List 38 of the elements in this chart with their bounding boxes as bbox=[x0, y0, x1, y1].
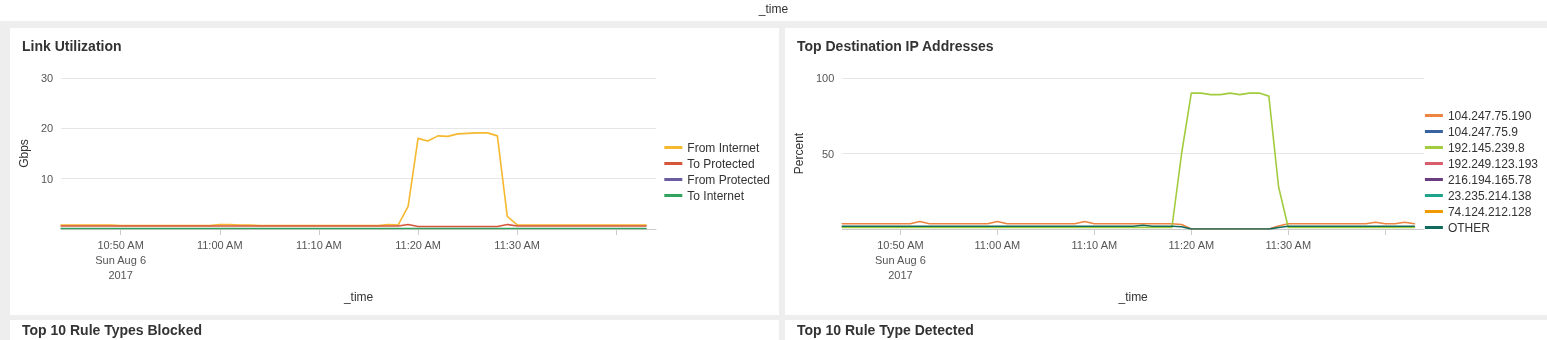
legend-label: From Protected bbox=[687, 172, 771, 187]
line-series bbox=[841, 220, 1416, 230]
legend-label: 192.145.239.8 bbox=[1447, 140, 1525, 155]
x-tick-label: 10:50 AM Sun Aug 6 2017 bbox=[875, 238, 926, 281]
legend-label: From Internet bbox=[687, 140, 760, 155]
legend-label: 104.247.75.9 bbox=[1447, 124, 1519, 139]
y-tick-label: 30 bbox=[40, 72, 54, 84]
y-tick-label: 10 bbox=[40, 172, 54, 185]
legend-label: 23.235.214.138 bbox=[1447, 188, 1532, 203]
y-axis-title: Gbps bbox=[17, 139, 31, 168]
x-tick-label: 11:10 AM bbox=[296, 238, 342, 251]
x-tick-label: 10:50 AM Sun Aug 6 2017 bbox=[95, 238, 147, 281]
x-tick-label: 11:10 AM bbox=[1071, 238, 1118, 251]
text: _time bbox=[757, 2, 790, 16]
chart-title: Top Destination IP Addresses bbox=[797, 38, 994, 54]
legend-label: 192.249.123.193 bbox=[1447, 156, 1539, 171]
x-tick-label: 11:00 AM bbox=[974, 238, 1021, 251]
x-axis-title: _time bbox=[342, 290, 374, 304]
legend-label: To Protected bbox=[687, 156, 755, 171]
x-tick-label: 11:30 AM bbox=[1265, 238, 1312, 251]
text: Top 10 Rule Types Blocked bbox=[22, 322, 202, 338]
legend-label: 216.194.165.78 bbox=[1447, 172, 1532, 187]
chart-title: Link Utilization bbox=[22, 38, 122, 54]
y-tick-label: 50 bbox=[822, 147, 835, 160]
x-tick-label: 11:20 AM bbox=[395, 238, 441, 251]
y-tick-label: 100 bbox=[815, 72, 835, 84]
x-tick-label: 11:30 AM bbox=[494, 238, 541, 251]
line-series bbox=[841, 92, 1416, 229]
y-tick-label: 20 bbox=[40, 122, 54, 135]
x-tick-label: 11:00 AM bbox=[196, 238, 243, 251]
legend-label: 74.124.212.128 bbox=[1447, 204, 1532, 219]
y-axis-title: Percent bbox=[792, 132, 806, 175]
x-tick-label: 11:20 AM bbox=[1168, 238, 1215, 251]
text: Top 10 Rule Type Detected bbox=[797, 322, 974, 338]
legend-label: OTHER bbox=[1447, 220, 1491, 235]
x-axis-title: _time bbox=[1117, 290, 1149, 304]
legend-label: 104.247.75.190 bbox=[1447, 108, 1532, 123]
legend-label: To Internet bbox=[687, 188, 745, 203]
